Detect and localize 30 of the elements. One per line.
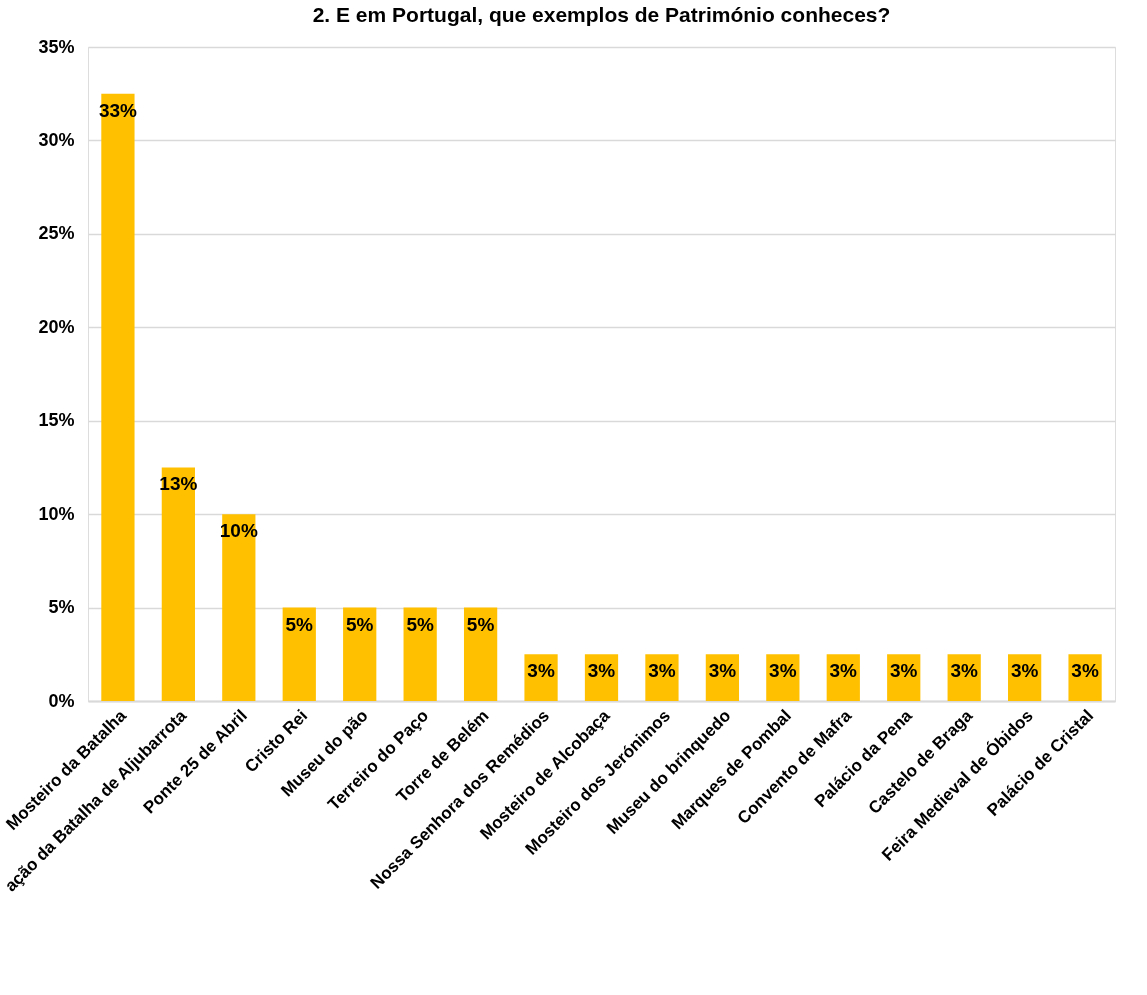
y-tick-label: 10% — [38, 503, 75, 524]
data-label: 5% — [466, 613, 495, 635]
y-tick-label: 15% — [38, 410, 75, 431]
bar — [343, 607, 377, 701]
y-tick-label: 25% — [38, 223, 75, 244]
y-tick-label: 35% — [38, 36, 75, 57]
bar — [101, 93, 135, 701]
y-tick-label: 0% — [48, 690, 75, 711]
y-tick-label: 30% — [38, 129, 75, 150]
y-tick-label: 5% — [48, 597, 75, 618]
data-label: 3% — [950, 660, 979, 682]
bar — [161, 467, 195, 701]
bar — [282, 607, 316, 701]
data-label: 3% — [829, 660, 858, 682]
data-label: 3% — [890, 660, 918, 682]
bar — [403, 607, 437, 701]
y-tick-label: 20% — [38, 316, 75, 337]
data-label: 3% — [769, 660, 797, 682]
bar — [463, 607, 498, 701]
chart-title: 2. E em Portugal, que exemplos de Património conheces? — [312, 3, 891, 26]
data-label: 3% — [648, 660, 676, 682]
data-label: 5% — [285, 613, 314, 635]
data-label: 3% — [527, 660, 555, 682]
data-label: 3% — [1071, 660, 1099, 682]
data-label: 3% — [708, 660, 737, 682]
data-label: 3% — [1010, 660, 1039, 682]
data-label: 5% — [345, 613, 374, 635]
data-label: 3% — [587, 660, 616, 682]
data-label: 5% — [406, 613, 434, 635]
bar — [222, 514, 256, 701]
